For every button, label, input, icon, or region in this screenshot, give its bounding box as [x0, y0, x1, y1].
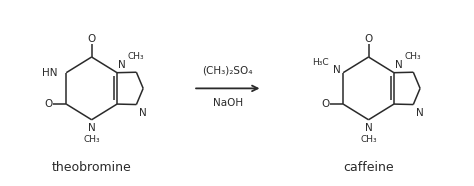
Text: N: N — [139, 108, 146, 118]
Text: N: N — [416, 108, 423, 118]
Text: O: O — [365, 34, 373, 44]
Text: theobromine: theobromine — [52, 161, 131, 174]
Text: O: O — [45, 99, 53, 109]
Text: H₃C: H₃C — [312, 58, 328, 67]
Text: N: N — [395, 60, 403, 70]
Text: HN: HN — [43, 68, 58, 78]
Text: NaOH: NaOH — [213, 98, 243, 108]
Text: (CH₃)₂SO₄: (CH₃)₂SO₄ — [202, 66, 253, 76]
Text: caffeine: caffeine — [343, 161, 394, 174]
Text: CH₃: CH₃ — [83, 135, 100, 144]
Text: N: N — [365, 123, 373, 133]
Text: O: O — [321, 99, 330, 109]
Text: CH₃: CH₃ — [404, 52, 421, 61]
Text: CH₃: CH₃ — [127, 52, 144, 61]
Text: O: O — [88, 34, 96, 44]
Text: CH₃: CH₃ — [360, 135, 377, 144]
Text: N: N — [118, 60, 126, 70]
Text: N: N — [88, 123, 95, 133]
Text: N: N — [333, 65, 341, 75]
